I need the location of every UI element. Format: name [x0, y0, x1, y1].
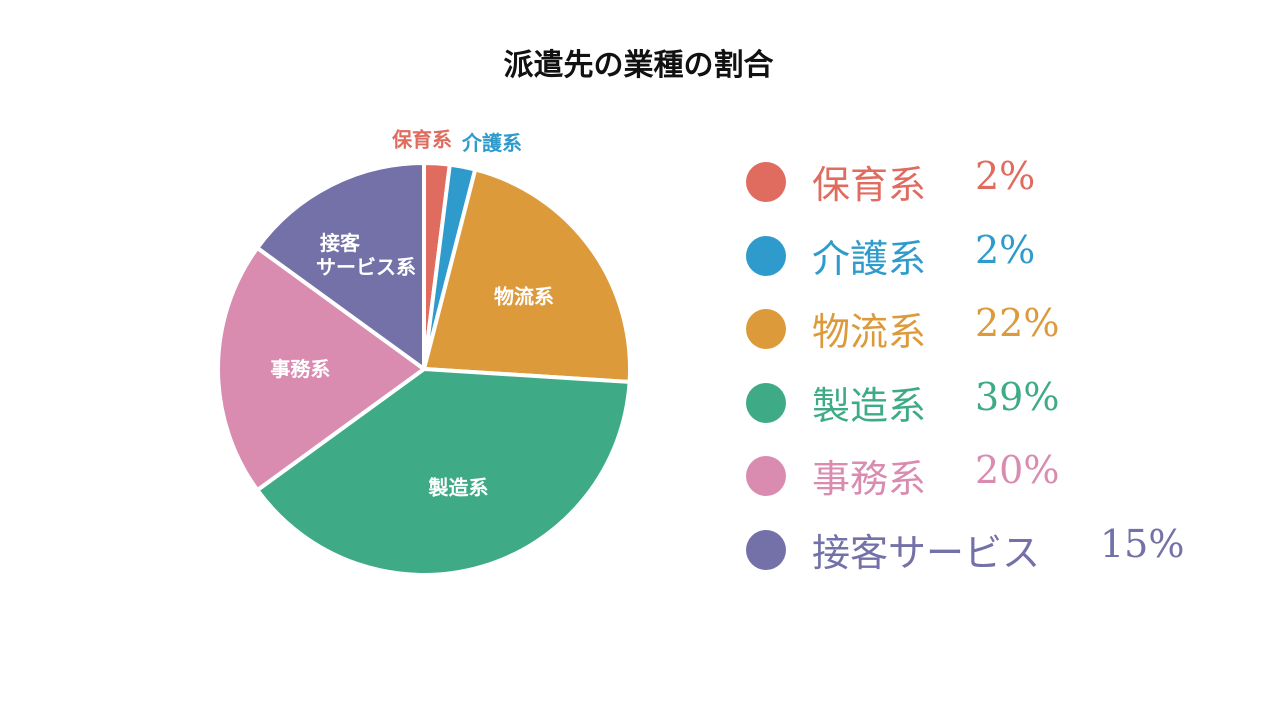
- pie-slice-5: [255, 161, 426, 371]
- legend-swatch: [746, 309, 786, 349]
- legend-label: 物流系: [812, 310, 927, 354]
- legend-swatch: [746, 456, 786, 496]
- legend-label: 保育系: [812, 163, 927, 207]
- legend-percent: 2%: [975, 227, 1036, 272]
- pie-slice-2: [422, 167, 632, 384]
- legend-label: 製造系: [812, 383, 927, 428]
- legend-percent: 39%: [975, 374, 1060, 419]
- legend-percent: 2%: [975, 154, 1036, 198]
- pie-slice-label-4: 事務系: [270, 357, 330, 381]
- legend-swatch: [746, 382, 786, 423]
- legend-label: 接客サービス: [812, 530, 1041, 575]
- pie-slice-label-2: 物流系: [494, 284, 554, 308]
- pie-slice-label-3: 製造系: [428, 476, 488, 500]
- pie-slice-label-1: 介護系: [461, 131, 522, 155]
- pie-slice-4: [216, 245, 426, 493]
- legend-percent: 22%: [975, 301, 1060, 345]
- legend-swatch: [746, 235, 786, 276]
- chart-title: 派遣先の業種の割合: [503, 48, 774, 83]
- pie-slice-label-5: 接客サービス系: [316, 231, 416, 279]
- legend-swatch: [746, 162, 786, 202]
- legend-swatch: [746, 529, 786, 570]
- pie-slice-label-0: 保育系: [391, 127, 452, 151]
- pie-slice-3: [255, 367, 632, 577]
- legend-label: 事務系: [812, 457, 927, 501]
- legend-percent: 20%: [975, 448, 1060, 492]
- legend-label: 介護系: [812, 236, 927, 281]
- legend-percent: 15%: [1100, 521, 1185, 566]
